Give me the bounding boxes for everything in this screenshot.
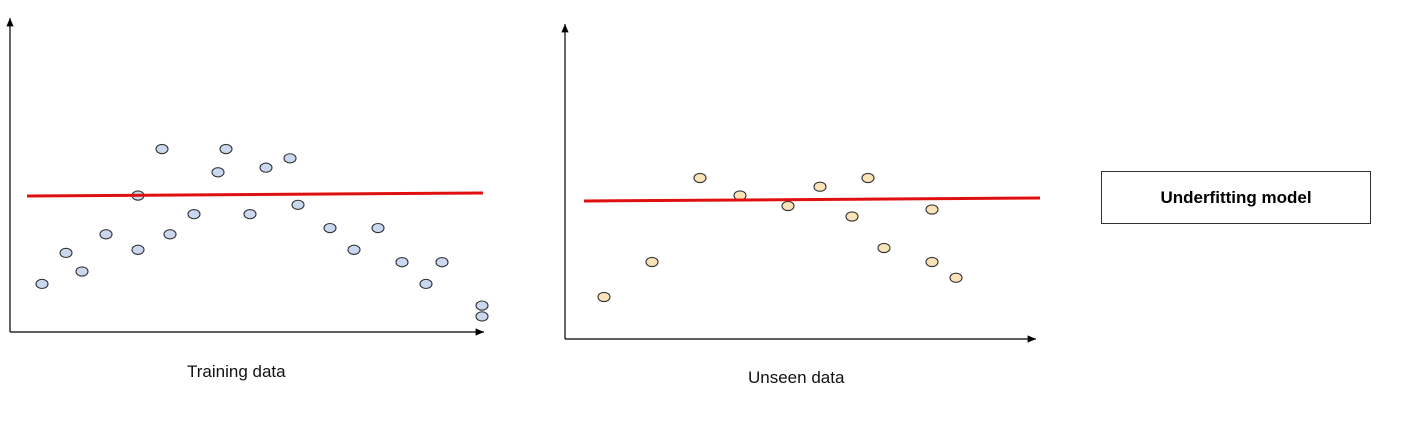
unseen-data-point bbox=[597, 291, 611, 303]
training-data-point bbox=[131, 244, 145, 255]
model-label: Underfitting model bbox=[1160, 187, 1312, 207]
training-panel bbox=[6, 18, 489, 336]
unseen-panel bbox=[561, 24, 1041, 343]
unseen-data-point bbox=[813, 181, 827, 192]
training-data-point bbox=[35, 278, 49, 290]
training-data-caption: Training data bbox=[187, 362, 286, 381]
unseen-data-point bbox=[645, 256, 659, 268]
training-data-point bbox=[419, 278, 433, 290]
unseen-fit-line bbox=[583, 196, 1041, 203]
training-data-point bbox=[347, 244, 361, 255]
training-data-point bbox=[163, 229, 177, 240]
training-data-point bbox=[187, 208, 201, 220]
training-data-point bbox=[219, 143, 233, 155]
training-data-point bbox=[283, 153, 297, 164]
unseen-data-point bbox=[693, 172, 707, 184]
unseen-points bbox=[597, 172, 963, 303]
training-data-point bbox=[475, 300, 489, 311]
training-data-point bbox=[75, 266, 89, 277]
unseen-data-point bbox=[925, 204, 939, 215]
unseen-data-point bbox=[861, 172, 875, 184]
training-data-point bbox=[475, 311, 489, 322]
training-data-point bbox=[291, 199, 305, 210]
unseen-data-point bbox=[877, 242, 891, 254]
training-data-point bbox=[155, 143, 169, 155]
training-data-point bbox=[371, 222, 385, 234]
training-data-point bbox=[435, 257, 449, 268]
training-fit-line bbox=[26, 191, 484, 198]
training-data-point bbox=[99, 229, 113, 240]
unseen-data-caption: Unseen data bbox=[748, 368, 845, 387]
unseen-data-point bbox=[949, 272, 963, 283]
unseen-data-point bbox=[925, 256, 939, 268]
training-data-point bbox=[395, 257, 409, 268]
training-data-point bbox=[243, 208, 257, 220]
unseen-data-point bbox=[781, 200, 795, 212]
training-data-point bbox=[59, 247, 73, 259]
training-data-point bbox=[211, 167, 225, 178]
training-points bbox=[35, 143, 489, 322]
unseen-data-point bbox=[845, 211, 859, 222]
model-label-box: Underfitting model bbox=[1101, 171, 1371, 224]
training-data-point bbox=[259, 162, 273, 173]
training-data-point bbox=[323, 222, 337, 234]
